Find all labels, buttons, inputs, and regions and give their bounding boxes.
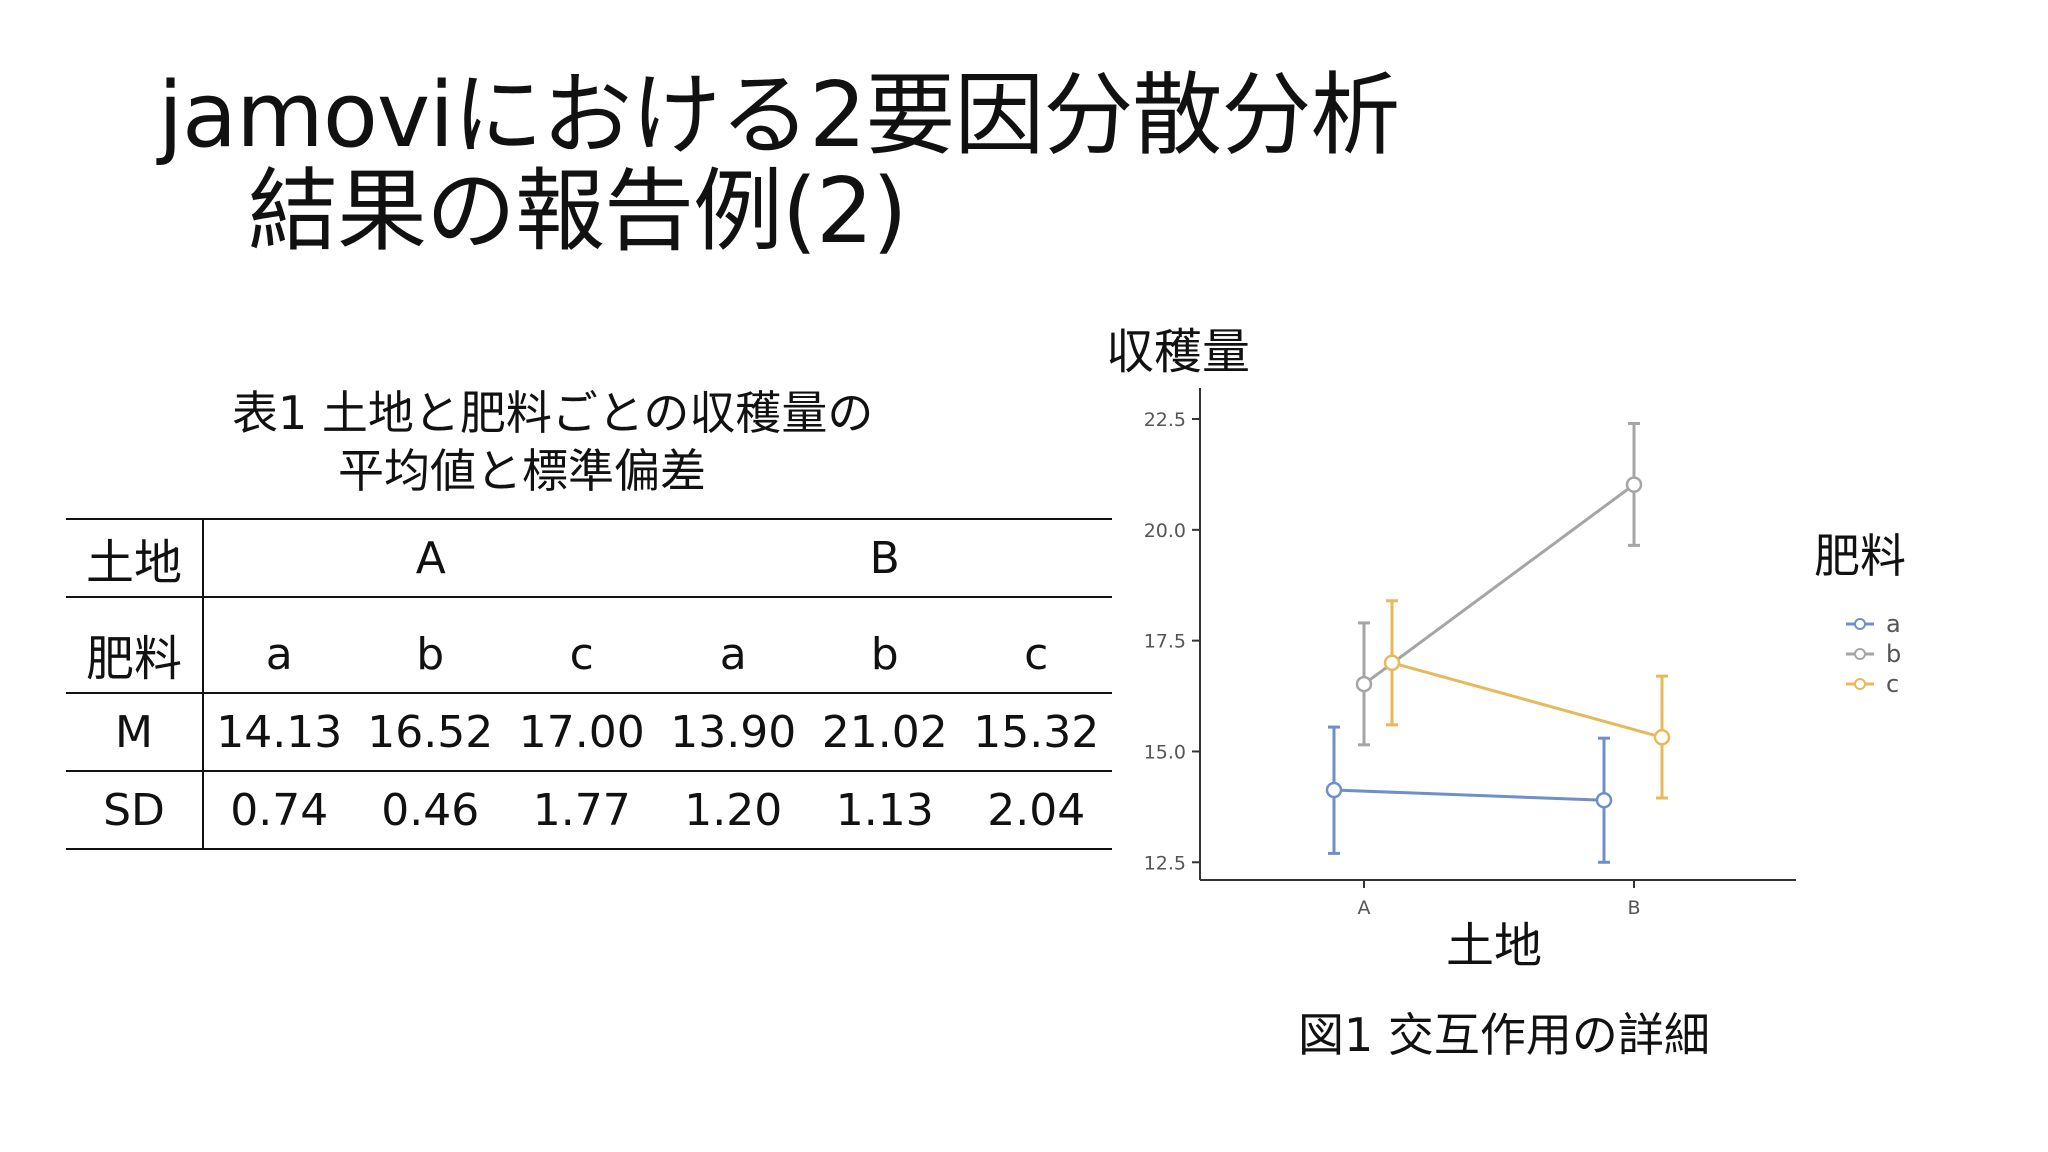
data-point-c	[1383, 654, 1401, 672]
fertilizer-cell: a	[719, 628, 747, 680]
stats-table: 土地 A B 肥料 a b c a b c M 14.13 16.52 17.0…	[66, 518, 1112, 850]
x-tick-label: A	[1358, 897, 1371, 919]
table-row-land: 土地 A B	[66, 519, 1112, 597]
y-tick-label: 20.0	[1144, 520, 1186, 542]
y-tick-label: 17.5	[1144, 631, 1186, 653]
mean-cell: 13.90	[670, 706, 797, 758]
table-row-sd: SD 0.74 0.46 1.77 1.20 1.13 2.04	[66, 771, 1112, 849]
mean-cell: 21.02	[821, 706, 948, 758]
table-row-fertilizer: 肥料 a b c a b c	[66, 597, 1112, 693]
mean-cell: 17.00	[518, 706, 645, 758]
data-point-a	[1325, 781, 1343, 799]
sd-cell: 2.04	[987, 784, 1086, 836]
table-caption-line2: 平均値と標準偏差	[338, 444, 706, 498]
series-line-c	[1391, 661, 1663, 739]
series-line-a	[1333, 788, 1605, 802]
y-tick-label: 15.0	[1144, 741, 1186, 763]
sd-cell: 0.46	[381, 784, 480, 836]
sd-cell: 1.20	[684, 784, 783, 836]
figure-caption: 図1 交互作用の詳細	[1298, 1008, 1710, 1062]
y-tick-label: 22.5	[1144, 409, 1186, 431]
land-header: 土地	[66, 519, 204, 597]
table-caption-line1: 表1 土地と肥料ごとの収穫量の	[232, 386, 874, 440]
mean-row-label: M	[66, 693, 204, 771]
mean-cell: 14.13	[216, 706, 343, 758]
legend-marker-c	[1854, 678, 1866, 690]
table-row-mean: M 14.13 16.52 17.00 13.90 21.02 15.32	[66, 693, 1112, 771]
x-axis-label: 土地	[1446, 918, 1542, 974]
y-tick-label: 12.5	[1144, 852, 1186, 874]
sd-cell: 1.77	[532, 784, 631, 836]
data-point-b	[1625, 476, 1643, 493]
mean-cell: 16.52	[367, 706, 494, 758]
sd-row-label: SD	[66, 771, 204, 849]
land-b-header: B	[869, 532, 900, 584]
fertilizer-cell: c	[569, 628, 594, 680]
fertilizer-cell: b	[870, 628, 899, 680]
y-axis-label: 収穫量	[1106, 324, 1251, 380]
sd-cell: 1.13	[835, 784, 934, 836]
data-point-c	[1653, 729, 1671, 746]
legend-label-c: c	[1886, 670, 1899, 698]
fertilizer-cell: c	[1024, 628, 1049, 680]
sd-cell: 0.74	[230, 784, 329, 836]
slide-title-line2: 結果の報告例(2)	[248, 159, 907, 264]
legend-marker-a	[1854, 618, 1866, 630]
mean-cell: 15.32	[973, 706, 1100, 758]
x-tick-label: B	[1627, 897, 1640, 919]
data-point-a	[1595, 791, 1613, 809]
legend-marker-b	[1854, 648, 1866, 660]
series-line-b	[1363, 483, 1635, 686]
legend-label-a: a	[1886, 610, 1901, 638]
land-a-header: A	[415, 532, 446, 584]
slide-title-line1: jamoviにおける2要因分散分析	[158, 63, 1400, 168]
legend-label-b: b	[1886, 640, 1901, 668]
data-point-b	[1355, 675, 1373, 693]
fertilizer-header: 肥料	[66, 597, 204, 693]
fertilizer-cell: a	[265, 628, 293, 680]
legend-title: 肥料	[1814, 529, 1906, 583]
fertilizer-cell: b	[416, 628, 445, 680]
